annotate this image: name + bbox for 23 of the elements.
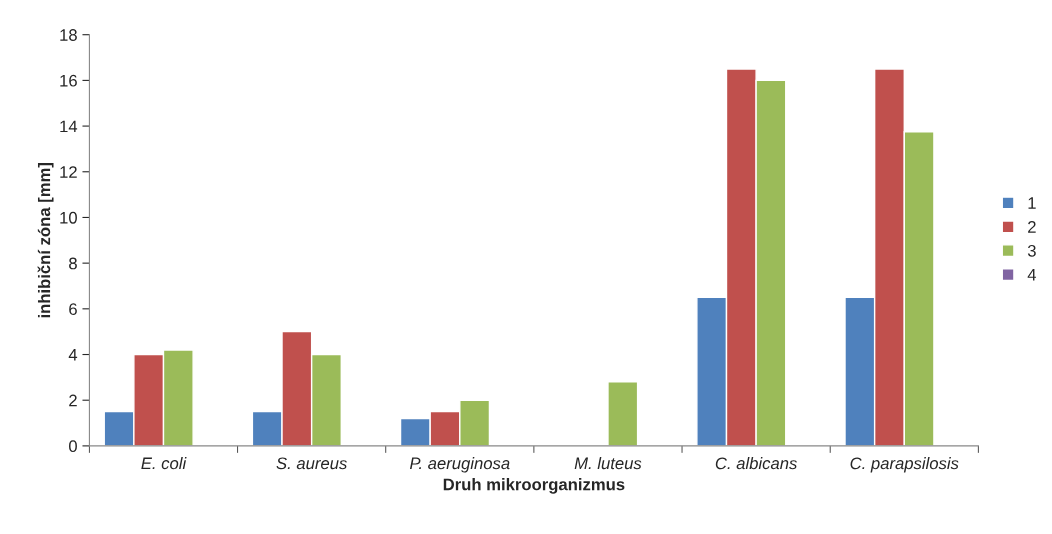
y-tick-label: 0 (69, 440, 77, 453)
y-tick-label: 6 (69, 303, 77, 316)
y-tick-label: 2 (69, 394, 77, 407)
y-tick-label: 10 (60, 211, 77, 224)
x-tick-label: P. aeruginosa (409, 457, 510, 473)
x-tick-label: M. luteus (574, 457, 642, 470)
y-tick-label: 8 (69, 257, 77, 270)
legend-label: 2 (1028, 221, 1036, 233)
y-tick-label: 12 (60, 166, 77, 178)
y-tick-label: 18 (60, 29, 77, 41)
x-tick-label: C. parapsilosis (850, 457, 959, 473)
y-tick-label: 14 (60, 120, 78, 133)
y-tick-label: 4 (68, 349, 78, 361)
y-tick-label: 16 (60, 74, 77, 87)
x-tick-label: S. aureus (276, 457, 347, 470)
x-tick-label: E. coli (141, 457, 187, 470)
legend-label: 4 (1027, 268, 1037, 281)
bar (607, 381, 639, 446)
y-axis-title: inhibiční zóna [mm] (37, 162, 54, 318)
x-axis-title: Druh mikroorganizmus (443, 478, 625, 494)
legend-label: 3 (1027, 244, 1036, 257)
legend-label: 1 (1028, 197, 1036, 209)
x-tick-label: C. albicans (715, 457, 798, 470)
